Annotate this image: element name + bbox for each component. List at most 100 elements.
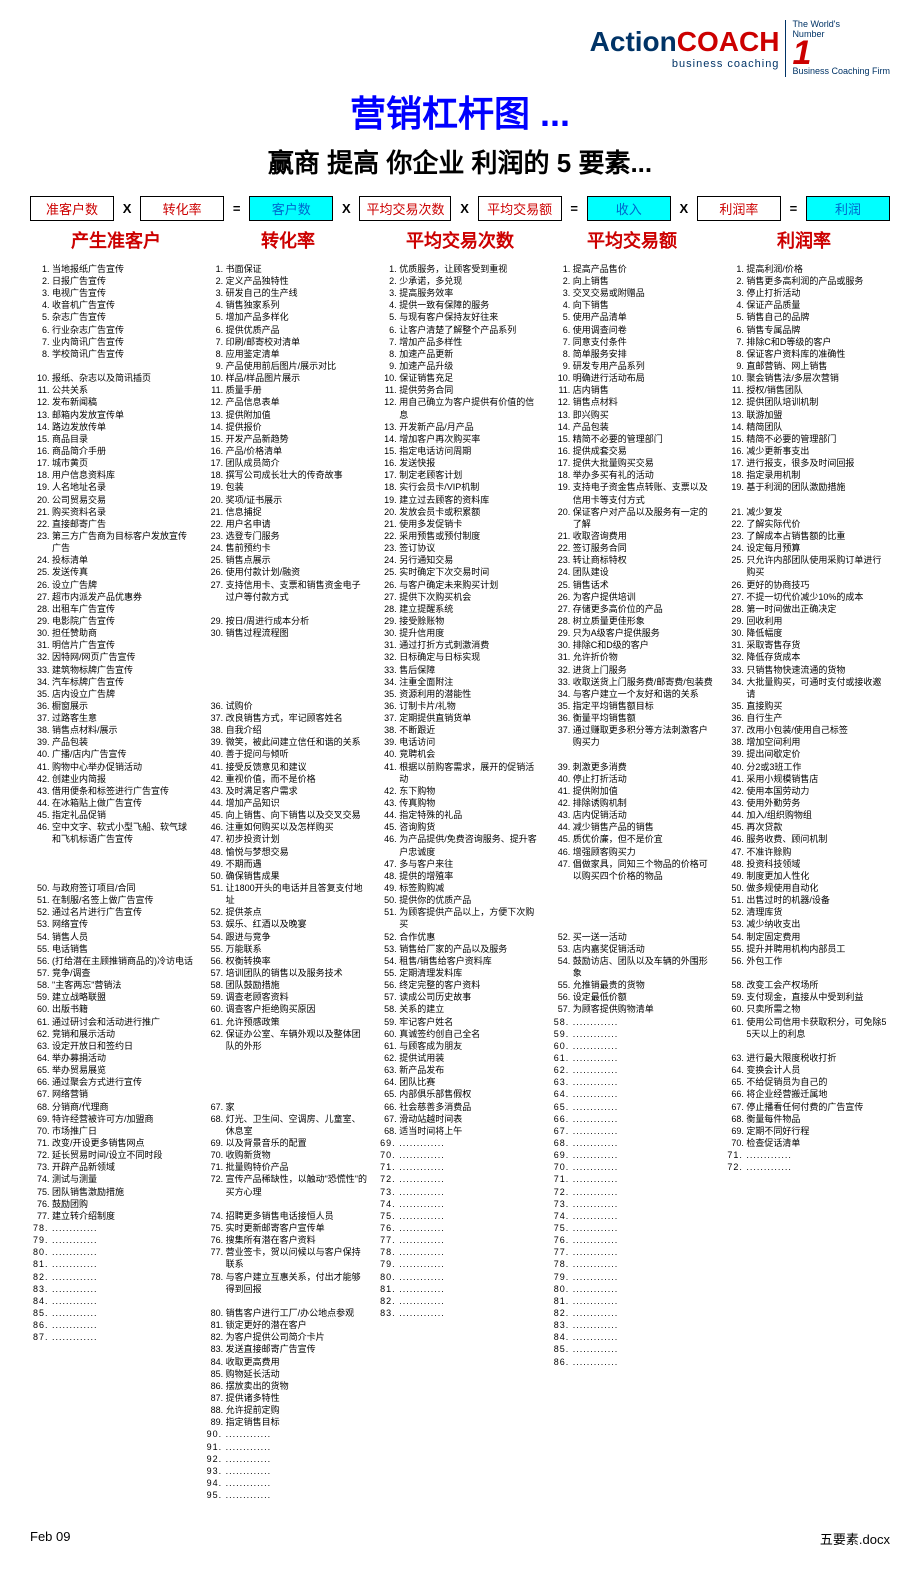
list-item: 公共关系 — [52, 384, 196, 396]
list-item — [724, 1380, 890, 1392]
list-item: 路边发放传单 — [52, 421, 196, 433]
list-item: 使用公司信用卡获取积分，可免除55天以上的利息 — [746, 1016, 890, 1040]
list-item: 产品包装 — [52, 736, 196, 748]
list-item: 培训团队的销售以及服务技术 — [226, 967, 370, 979]
list-item: 不期而遇 — [226, 858, 370, 870]
list-item: 明确进行活动布局 — [573, 372, 717, 384]
col-5: 提高利润/价格销售更多高利润的产品或服务停止打折活动保证产品质量销售自己的品牌销… — [724, 263, 890, 1501]
list-item: 增加空间利用 — [746, 736, 890, 748]
list-item: 微笑，被此间建立信任和谐的关系 — [226, 736, 370, 748]
list-item: 提供大批量购买交易 — [573, 457, 717, 469]
list-item: 提高服务效率 — [399, 287, 543, 299]
list-item: 增强顾客购买力 — [573, 846, 717, 858]
list-item: 商品简介手册 — [52, 445, 196, 457]
list-item: 减少销售产品的销售 — [573, 821, 717, 833]
list-item: 鼓励访店、团队以及车辆的外围形象 — [573, 955, 717, 979]
formula-item: 客户数 — [249, 196, 333, 221]
list-item: 资源利用的潜能性 — [399, 688, 543, 700]
list-item — [724, 1173, 890, 1185]
list-item: 研发专用产品系列 — [573, 360, 717, 372]
list-item: 不提一切代价减少10%的成本 — [746, 591, 890, 603]
list-item: 营业签卡，贺以问候以与客户保持联系 — [226, 1246, 370, 1270]
list-item: 采取寄售存货 — [746, 639, 890, 651]
list-item: 调查客户拒绝购买原因 — [226, 1003, 370, 1015]
list-item — [724, 1368, 890, 1380]
list-item: (打给潜在主顾推销商品的)冷访电话 — [52, 955, 196, 967]
list-item: 提供团队培训机制 — [746, 396, 890, 408]
list-item: 增加产品多样性 — [399, 336, 543, 348]
list-item: 娱乐、红酒以及晚宴 — [226, 918, 370, 930]
list-item — [724, 1258, 890, 1270]
list-item: 在冰箱贴上做广告宣传 — [52, 797, 196, 809]
list-item: 改良销售方式，牢记顾客姓名 — [226, 712, 370, 724]
list-item: 签订服务合同 — [573, 542, 717, 554]
list-item: 社会慈善多消费品 — [399, 1101, 543, 1113]
list-item: ............. — [573, 1113, 717, 1125]
list-item: 降低存货成本 — [746, 651, 890, 663]
formula-item: 收入 — [587, 196, 671, 221]
list-item: 外包工作 — [746, 955, 890, 967]
list-item: 摆放卖出的货物 — [226, 1380, 370, 1392]
list-item: 为客户提供公司简介卡片 — [226, 1331, 370, 1343]
list-item: 提高产品售价 — [573, 263, 717, 275]
list-item: 减少纳收支出 — [746, 918, 890, 930]
list-item: 提出间歇定价 — [746, 748, 890, 760]
list-item: ............. — [52, 1295, 196, 1307]
list-item: 发送快报 — [399, 457, 543, 469]
list-item: 接受赊账物 — [399, 615, 543, 627]
list-item: ............. — [746, 1149, 890, 1161]
list-item: 不给促销员为自己的 — [746, 1076, 890, 1088]
list-item: 与政府签订项目/合同 — [52, 882, 196, 894]
list-item: 使用外勤劳务 — [746, 797, 890, 809]
list-item: 以及背景音乐的配置 — [226, 1137, 370, 1149]
list-item: ............. — [52, 1283, 196, 1295]
list-item: ............. — [52, 1222, 196, 1234]
list-item: 灯光、卫生间、空调房、儿童室、休息室 — [226, 1113, 370, 1137]
formula-item: 平均交易次数 — [359, 196, 451, 221]
list-item: 租售/销售给客户资料库 — [399, 955, 543, 967]
formula-item: 利润率 — [697, 196, 781, 221]
list-item: 制度更加人性化 — [746, 870, 890, 882]
list-item: 使用多发促销卡 — [399, 518, 543, 530]
list-item: 借用便条和标签进行广告宣传 — [52, 785, 196, 797]
list-item: 只销售物快速流通的货物 — [746, 664, 890, 676]
list-item: 排除C和D级的客户 — [573, 639, 717, 651]
list-item: ............. — [573, 1271, 717, 1283]
list-item: 保证客户资料库的准确性 — [746, 348, 890, 360]
col-header: 转化率 — [202, 227, 374, 253]
list-item — [724, 1307, 890, 1319]
list-item: 试购价 — [226, 700, 370, 712]
list-item: ............. — [573, 1331, 717, 1343]
list-item: 销售点材料/展示 — [52, 724, 196, 736]
list-item: 万能联系 — [226, 943, 370, 955]
list-item: ............. — [399, 1234, 543, 1246]
list-item: 提供附加值 — [226, 409, 370, 421]
list-item: 少承诺，多兑现 — [399, 275, 543, 287]
list-item: 质优价廉，但不是价宜 — [573, 833, 717, 845]
list-item: 更好的协商技巧 — [746, 579, 890, 591]
list-item: 再次贷款 — [746, 821, 890, 833]
list-item: ............. — [573, 1016, 717, 1028]
list-item: 指定礼品促销 — [52, 809, 196, 821]
list-item: ............. — [399, 1222, 543, 1234]
list-item: ............. — [573, 1258, 717, 1270]
list-item: 产品信息表单 — [226, 396, 370, 408]
list-item: 与客户建立互惠关系，付出才能够得到回报 — [226, 1271, 370, 1295]
col-header: 平均交易额 — [546, 227, 718, 253]
list-item: 销售点展示 — [226, 554, 370, 566]
list-item: 提供你的优质产品 — [399, 894, 543, 906]
list-item: 投标清单 — [52, 554, 196, 566]
list-item — [204, 1076, 370, 1088]
list-item: 出售过时的机器/设备 — [746, 894, 890, 906]
list-item: 初步投资计划 — [226, 833, 370, 845]
list-item: 奖项/证书展示 — [226, 494, 370, 506]
list-item: 发送直接邮寄广告宣传 — [226, 1343, 370, 1355]
list-item: 根据以前购客需求，展开的促销活动 — [399, 761, 543, 785]
list-item: 发送传真 — [52, 566, 196, 578]
list-item: 与客户确定未来购买计划 — [399, 579, 543, 591]
list-item: 支持电子资金售点转账、支票以及信用卡等支付方式 — [573, 481, 717, 505]
list-item: 开辟产品新领域 — [52, 1161, 196, 1173]
list-item: ............. — [573, 1173, 717, 1185]
list-item — [551, 894, 717, 906]
list-item: ............. — [573, 1295, 717, 1307]
